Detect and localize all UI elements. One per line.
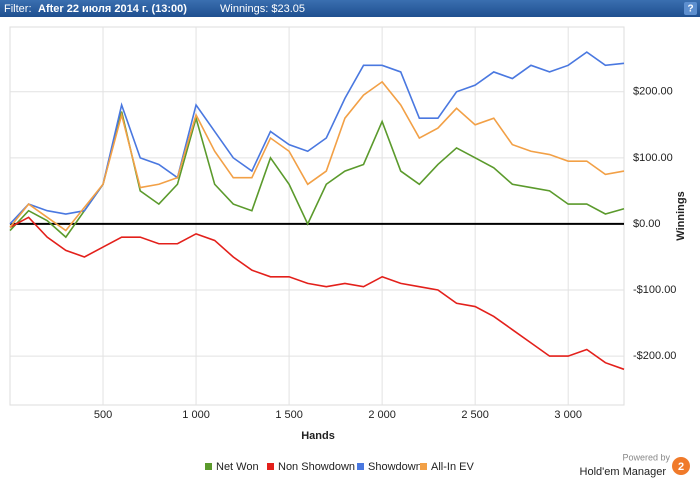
series-line (9, 80, 625, 232)
y-tick-label: $200.00 (633, 86, 673, 98)
filter-value: After 22 июля 2014 г. (13:00) (38, 3, 187, 15)
y-axis-title: Winnings (675, 191, 687, 240)
plot-area (9, 26, 625, 406)
legend-label: Non Showdown (278, 461, 355, 473)
x-tick-label: 3 000 (554, 409, 582, 421)
legend-label: Showdown (368, 461, 422, 473)
y-tick-label: -$200.00 (633, 350, 676, 362)
legend-swatch (420, 463, 427, 470)
winnings: Winnings: $23.05 (220, 3, 305, 15)
filter-label: Filter: (4, 3, 32, 15)
legend-label: All-In EV (431, 461, 474, 473)
y-tick-label: $100.00 (633, 152, 673, 164)
x-axis-title: Hands (301, 430, 335, 442)
logo-text: 2 (678, 461, 684, 473)
x-tick-label: 1 000 (182, 409, 210, 421)
legend-swatch (267, 463, 274, 470)
x-tick-label: 2 000 (368, 409, 396, 421)
legend-swatch (357, 463, 364, 470)
header-bar (0, 0, 700, 17)
legend-swatch (205, 463, 212, 470)
series-line (9, 51, 625, 225)
legend-label: Net Won (216, 461, 259, 473)
help-icon[interactable]: ? (687, 4, 693, 15)
help-button[interactable] (684, 2, 697, 15)
powered-by: Powered by (622, 452, 670, 462)
logo (672, 457, 690, 475)
x-tick-label: 2 500 (461, 409, 489, 421)
x-tick-label: 1 500 (275, 409, 303, 421)
y-tick-label: $0.00 (633, 218, 661, 230)
product-name: Hold'em Manager (580, 466, 667, 478)
y-tick-label: -$100.00 (633, 284, 676, 296)
series-line (9, 216, 625, 371)
x-tick-label: 500 (94, 409, 112, 421)
